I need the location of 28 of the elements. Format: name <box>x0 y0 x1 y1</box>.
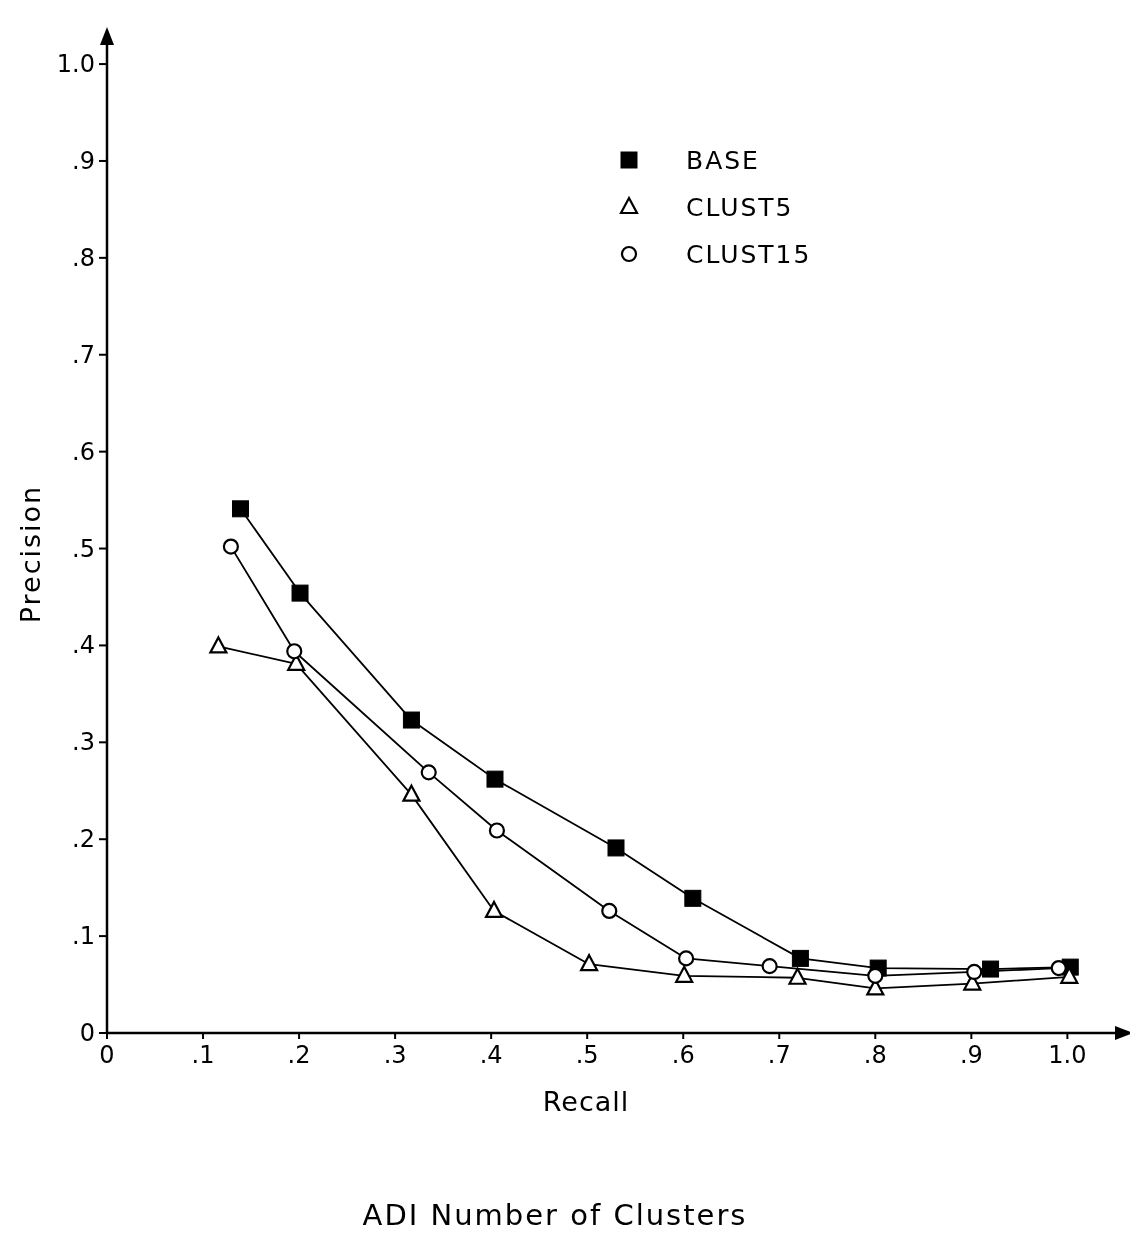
y-tick-label: .9 <box>72 146 95 175</box>
y-tick-label: .5 <box>72 534 95 563</box>
x-tick-label: .2 <box>287 1041 311 1069</box>
y-tick-label: .1 <box>72 922 95 951</box>
y-tick-label: .8 <box>72 243 95 272</box>
x-tick-label: .1 <box>191 1041 215 1069</box>
x-axis-title: Recall <box>542 1086 630 1117</box>
legend-label: CLUST15 <box>686 240 812 269</box>
legend-label: CLUST5 <box>686 193 794 222</box>
x-tick-label: 0 <box>99 1041 115 1069</box>
x-tick-label: .7 <box>767 1041 791 1069</box>
x-tick-label: .9 <box>959 1041 983 1069</box>
y-tick-label: .3 <box>72 728 95 757</box>
text: ADI Number of Clusters <box>362 1198 748 1232</box>
legend-label: BASE <box>686 146 760 175</box>
x-tick-label: .6 <box>671 1041 695 1069</box>
x-tick-label: .5 <box>575 1041 599 1069</box>
y-axis-title: Precision <box>15 484 46 624</box>
y-tick-label: .4 <box>72 631 95 660</box>
x-tick-label: .4 <box>479 1041 503 1069</box>
y-tick-label: .2 <box>72 825 95 854</box>
x-tick-label: .3 <box>383 1041 407 1069</box>
y-tick-label: 0 <box>79 1019 95 1047</box>
y-tick-label: .7 <box>72 340 95 369</box>
y-tick-label: .6 <box>72 437 95 466</box>
x-tick-label: 1.0 <box>1048 1041 1087 1069</box>
x-tick-label: .8 <box>863 1041 887 1069</box>
y-tick-label: 1.0 <box>56 50 95 79</box>
